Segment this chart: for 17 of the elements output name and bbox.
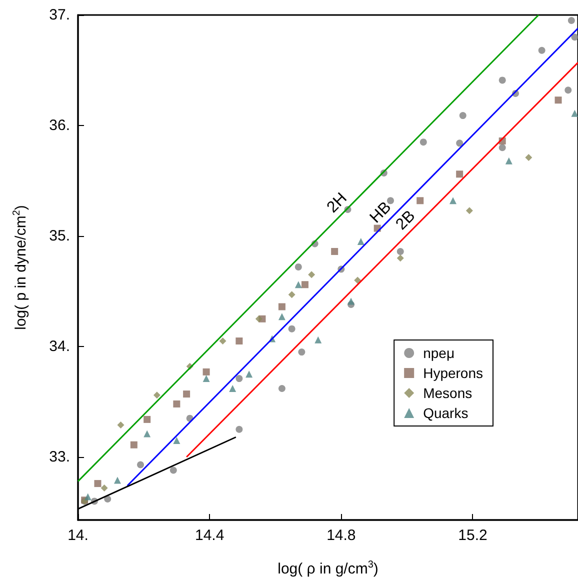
legend-label: Quarks xyxy=(423,405,468,421)
y-tick-label: 35. xyxy=(49,228,70,245)
x-tick-label: 14.8 xyxy=(326,527,356,544)
text: 2B xyxy=(392,208,419,234)
legend-label: Mesons xyxy=(423,385,472,401)
x-tick-label: 14. xyxy=(68,527,88,544)
x-tick-label: 14.4 xyxy=(194,527,224,544)
y-tick-label: 36. xyxy=(49,117,70,134)
y-tick-label: 33. xyxy=(49,448,70,466)
x-tick-label: 15.2 xyxy=(458,527,488,544)
text: HB xyxy=(367,198,395,227)
y-axis-title: log( p in dyne/cm2) xyxy=(12,205,30,330)
text: 2H xyxy=(324,190,351,216)
y-tick-label: 37. xyxy=(49,6,70,24)
y-tick-label: 34. xyxy=(49,338,70,356)
legend-label: Hyperons xyxy=(423,365,484,381)
legend-label: npeμ xyxy=(423,345,455,361)
